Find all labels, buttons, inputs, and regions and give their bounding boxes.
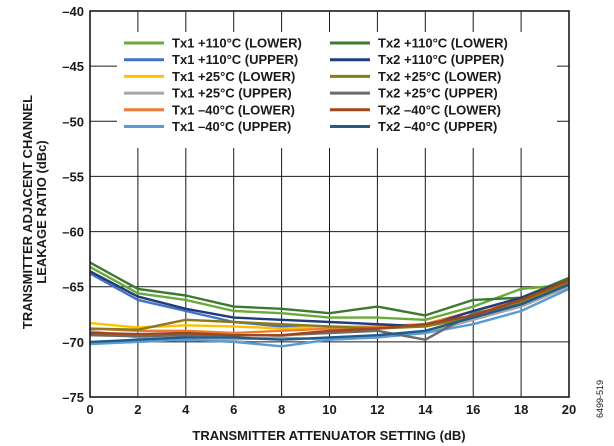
series-line — [89, 283, 570, 344]
x-tick-label: 18 — [514, 402, 528, 417]
x-tick-labels: 0 2 4 6 8 10 12 14 16 18 20 — [86, 402, 576, 417]
series-lines — [89, 261, 570, 348]
y-tick-labels: –40 –45 –50 –55 –60 –65 –70 –75 — [62, 4, 84, 405]
y-tick-label: –50 — [62, 114, 84, 129]
legend-label: Tx1 +110°C (UPPER) — [172, 52, 298, 67]
legend-label: Tx2 +110°C (LOWER) — [378, 36, 508, 51]
y-tick-label: –60 — [62, 225, 84, 240]
x-tick-label: 14 — [418, 402, 433, 417]
legend-label: Tx2 –40°C (LOWER) — [378, 102, 501, 117]
figure-id-label: 6499-519 — [595, 380, 605, 418]
x-tick-label: 0 — [86, 402, 93, 417]
x-tick-label: 16 — [466, 402, 480, 417]
legend-background — [117, 32, 557, 148]
series-line — [89, 270, 570, 328]
y-axis-label-line-1: TRANSMITTER ADJACENT CHANNEL — [20, 95, 35, 329]
series-line — [89, 287, 570, 348]
plot-frame — [89, 10, 570, 398]
x-tick-label: 8 — [278, 402, 285, 417]
legend-label: Tx2 +110°C (UPPER) — [378, 52, 504, 67]
x-tick-label: 10 — [322, 402, 336, 417]
y-tick-label: –45 — [62, 59, 84, 74]
series-line — [89, 261, 570, 317]
legend-label: Tx1 +25°C (UPPER) — [172, 86, 292, 101]
x-tick-label: 2 — [134, 402, 141, 417]
y-tick-label: –40 — [62, 4, 84, 19]
y-tick-label: –70 — [62, 335, 84, 350]
x-tick-label: 4 — [182, 402, 190, 417]
y-tick-label: –75 — [62, 390, 84, 405]
legend-label: Tx1 –40°C (LOWER) — [172, 102, 295, 117]
legend-label: Tx2 +25°C (UPPER) — [378, 86, 498, 101]
legend-label: Tx1 –40°C (UPPER) — [172, 119, 291, 134]
y-tick-label: –55 — [62, 169, 84, 184]
x-axis-label: TRANSMITTER ATTENUATOR SETTING (dB) — [192, 428, 465, 443]
legend-label: Tx1 +25°C (LOWER) — [172, 69, 295, 84]
legend-label: Tx2 –40°C (UPPER) — [378, 119, 497, 134]
x-tick-label: 6 — [230, 402, 237, 417]
legend: Tx1 +110°C (LOWER)Tx1 +110°C (UPPER) Tx1 … — [124, 36, 508, 134]
x-tick-label: 20 — [562, 402, 576, 417]
legend-label: Tx2 +25°C (LOWER) — [378, 69, 501, 84]
y-tick-label: –65 — [62, 280, 84, 295]
y-axis-label-line-2: LEAKAGE RATIO (dBc) — [34, 140, 49, 283]
series-line — [89, 265, 570, 321]
series-line — [89, 278, 570, 337]
x-tick-label: 12 — [370, 402, 384, 417]
legend-label: Tx1 +110°C (LOWER) — [172, 36, 302, 51]
